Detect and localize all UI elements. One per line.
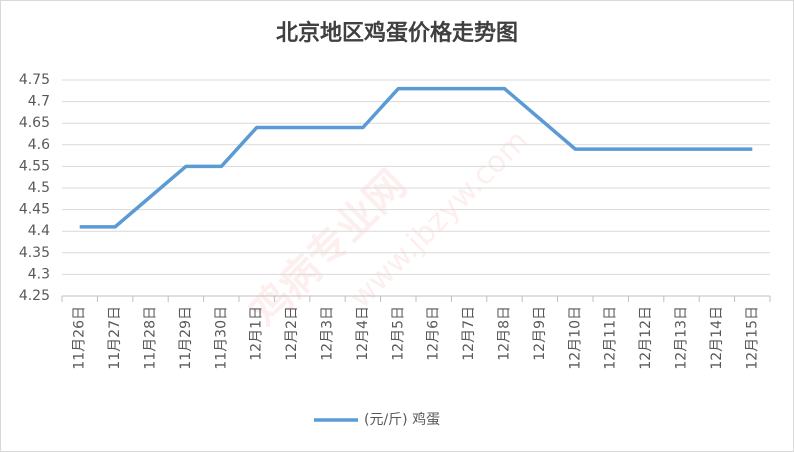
x-tick-label: 12月11日	[603, 306, 619, 370]
y-tick-label: 4.55	[19, 158, 50, 174]
y-tick-label: 4.5	[28, 180, 50, 196]
x-tick-label: 11月28日	[143, 306, 159, 370]
y-tick-label: 4.7	[28, 94, 50, 110]
x-tick-label: 11月26日	[72, 306, 88, 370]
x-tick-label: 12月6日	[426, 306, 442, 361]
x-tick-label: 12月14日	[709, 306, 725, 370]
x-tick-label: 12月3日	[320, 306, 336, 361]
legend-label: (元/斤) 鸡蛋	[364, 411, 440, 428]
x-tick-label: 12月1日	[249, 306, 265, 361]
y-tick-label: 4.6	[28, 137, 50, 153]
x-tick-label: 12月2日	[284, 306, 300, 361]
x-tick-label: 12月7日	[461, 306, 477, 361]
x-tick-label: 12月15日	[744, 306, 760, 370]
x-tick-label: 12月8日	[497, 306, 513, 361]
x-tick-label: 12月13日	[674, 306, 690, 370]
y-tick-label: 4.75	[19, 72, 50, 88]
y-tick-label: 4.35	[19, 245, 50, 261]
x-tick-label: 12月12日	[638, 306, 654, 370]
x-tick-label: 12月4日	[355, 306, 371, 361]
x-tick-label: 12月10日	[567, 306, 583, 370]
x-tick-label: 12月9日	[532, 306, 548, 361]
chart-title: 北京地区鸡蛋价格走势图	[276, 20, 518, 46]
y-tick-label: 4.4	[28, 223, 50, 239]
x-tick-label: 11月30日	[213, 306, 229, 370]
y-tick-label: 4.25	[19, 288, 50, 304]
x-tick-label: 11月29日	[178, 306, 194, 370]
y-tick-label: 4.65	[19, 115, 50, 131]
x-tick-label: 11月27日	[107, 306, 123, 370]
y-tick-label: 4.45	[19, 202, 50, 218]
y-tick-label: 4.3	[28, 266, 50, 282]
line-series	[79, 86, 753, 229]
x-tick-label: 12月5日	[390, 306, 406, 361]
